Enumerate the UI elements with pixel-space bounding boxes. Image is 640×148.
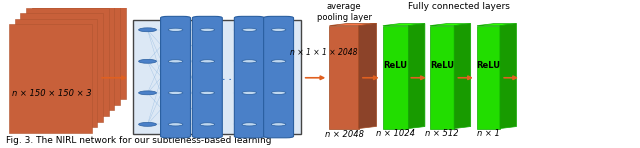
Polygon shape (408, 24, 425, 128)
Text: n × 150 × 150 × 3: n × 150 × 150 × 3 (12, 89, 92, 98)
Text: Fully connected layers: Fully connected layers (408, 2, 510, 11)
Polygon shape (477, 26, 500, 128)
Circle shape (168, 91, 183, 94)
Circle shape (139, 28, 156, 32)
Circle shape (139, 59, 156, 63)
Polygon shape (44, 0, 126, 99)
FancyBboxPatch shape (193, 16, 222, 138)
Circle shape (271, 123, 286, 126)
Polygon shape (20, 13, 103, 122)
Polygon shape (330, 24, 376, 26)
Polygon shape (477, 24, 516, 26)
Circle shape (271, 91, 286, 94)
Polygon shape (383, 26, 408, 128)
Circle shape (200, 60, 214, 63)
Polygon shape (330, 26, 359, 128)
Text: n × 512: n × 512 (425, 129, 459, 138)
Circle shape (139, 122, 156, 126)
Polygon shape (383, 24, 425, 26)
Text: n × 1024: n × 1024 (376, 129, 415, 138)
FancyBboxPatch shape (161, 16, 191, 138)
Polygon shape (38, 0, 120, 105)
Text: average: average (327, 2, 362, 11)
FancyBboxPatch shape (264, 16, 294, 138)
Polygon shape (500, 24, 516, 128)
Circle shape (139, 91, 156, 95)
Circle shape (242, 123, 257, 126)
Text: . . .: . . . (222, 73, 239, 82)
Text: n × 1: n × 1 (477, 129, 500, 138)
Polygon shape (430, 26, 454, 128)
Polygon shape (15, 19, 97, 127)
Text: ReLU: ReLU (383, 61, 408, 70)
Circle shape (271, 60, 286, 63)
Polygon shape (32, 2, 115, 110)
Circle shape (168, 123, 183, 126)
Text: pooling layer: pooling layer (317, 13, 372, 22)
Text: ReLU: ReLU (477, 61, 500, 70)
Circle shape (242, 91, 257, 94)
Text: ReLU: ReLU (430, 61, 454, 70)
Text: n × 2048: n × 2048 (324, 130, 364, 139)
Polygon shape (26, 8, 109, 116)
Text: Fig. 3. The NIRL network for our subtleness-based learning: Fig. 3. The NIRL network for our subtlen… (6, 136, 271, 145)
Circle shape (242, 60, 257, 63)
Text: n × 1 × 1 × 2048: n × 1 × 1 × 2048 (290, 48, 358, 57)
Circle shape (242, 28, 257, 31)
Circle shape (168, 28, 183, 31)
Circle shape (200, 91, 214, 94)
FancyBboxPatch shape (234, 16, 264, 138)
Polygon shape (9, 24, 92, 133)
Polygon shape (454, 24, 470, 128)
Circle shape (200, 123, 214, 126)
Bar (133, 20, 301, 134)
Polygon shape (359, 24, 376, 128)
Polygon shape (430, 24, 470, 26)
Circle shape (168, 60, 183, 63)
Circle shape (200, 28, 214, 31)
Circle shape (271, 28, 286, 31)
